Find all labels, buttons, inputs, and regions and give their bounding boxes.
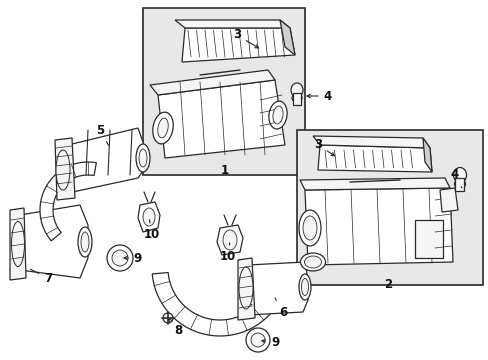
Polygon shape: [68, 128, 145, 193]
Ellipse shape: [223, 230, 237, 250]
Text: 3: 3: [313, 139, 334, 156]
Polygon shape: [55, 138, 75, 200]
Polygon shape: [299, 178, 449, 190]
Circle shape: [112, 250, 128, 266]
Ellipse shape: [301, 279, 308, 296]
Ellipse shape: [158, 118, 168, 138]
Ellipse shape: [300, 253, 325, 271]
Text: 2: 2: [383, 279, 391, 292]
Ellipse shape: [12, 221, 24, 266]
Bar: [292, 93, 301, 105]
Polygon shape: [182, 28, 294, 62]
Text: 4: 4: [450, 168, 461, 188]
Ellipse shape: [239, 267, 252, 309]
Circle shape: [107, 245, 133, 271]
Bar: [142, 8, 305, 175]
Polygon shape: [40, 162, 96, 241]
Polygon shape: [317, 145, 431, 172]
Polygon shape: [439, 188, 457, 212]
Ellipse shape: [290, 83, 303, 97]
Ellipse shape: [453, 180, 465, 189]
Polygon shape: [312, 136, 429, 148]
Polygon shape: [247, 262, 307, 315]
Polygon shape: [152, 273, 271, 336]
Text: 5: 5: [96, 123, 108, 145]
Polygon shape: [20, 205, 88, 278]
Ellipse shape: [291, 94, 302, 102]
Ellipse shape: [78, 227, 92, 257]
Polygon shape: [238, 258, 254, 320]
Text: 9: 9: [124, 252, 142, 265]
Text: 3: 3: [232, 28, 258, 48]
Text: 10: 10: [143, 220, 160, 242]
Polygon shape: [138, 202, 160, 232]
Polygon shape: [280, 20, 294, 55]
Ellipse shape: [142, 208, 155, 226]
Text: 9: 9: [262, 337, 279, 350]
Polygon shape: [305, 188, 452, 265]
Text: 1: 1: [221, 163, 228, 176]
Ellipse shape: [152, 112, 173, 144]
Ellipse shape: [272, 106, 283, 124]
Ellipse shape: [298, 210, 320, 246]
Polygon shape: [10, 208, 26, 280]
Text: 6: 6: [274, 298, 286, 319]
Bar: [296, 130, 482, 285]
Text: 8: 8: [168, 319, 182, 337]
Polygon shape: [158, 80, 285, 158]
Ellipse shape: [303, 216, 316, 240]
Text: 10: 10: [220, 243, 236, 264]
Bar: [454, 178, 463, 191]
Polygon shape: [217, 225, 243, 255]
Ellipse shape: [268, 101, 286, 129]
Circle shape: [163, 313, 173, 323]
Circle shape: [250, 333, 264, 347]
Bar: [414, 220, 442, 258]
Text: 4: 4: [306, 90, 331, 103]
Polygon shape: [422, 138, 431, 172]
Text: 7: 7: [30, 269, 52, 284]
Ellipse shape: [136, 144, 150, 172]
Polygon shape: [150, 70, 274, 95]
Ellipse shape: [452, 167, 466, 183]
Ellipse shape: [298, 274, 310, 300]
Ellipse shape: [139, 149, 147, 167]
Circle shape: [245, 328, 269, 352]
Ellipse shape: [304, 256, 321, 268]
Ellipse shape: [56, 150, 70, 190]
Polygon shape: [175, 20, 289, 28]
Ellipse shape: [81, 232, 89, 252]
